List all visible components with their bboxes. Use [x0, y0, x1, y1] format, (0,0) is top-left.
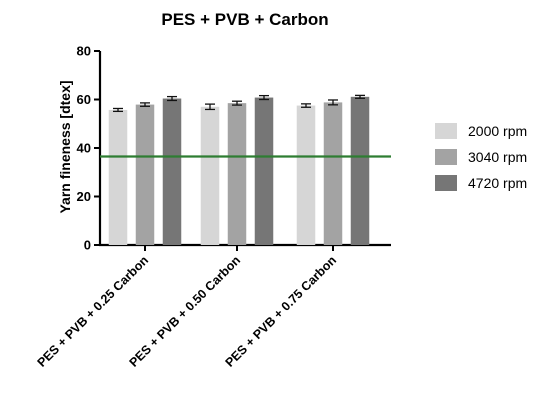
- legend-swatch: [435, 175, 457, 191]
- x-tick-label: PES + PVB + 0.75 Carbon: [223, 253, 340, 370]
- bar: [108, 109, 128, 246]
- bar: [350, 96, 370, 246]
- y-tick-label: 0: [84, 238, 91, 253]
- bar: [227, 103, 247, 245]
- bar: [254, 97, 274, 245]
- legend-label: 2000 rpm: [468, 123, 527, 139]
- chart-title: PES + PVB + Carbon: [161, 10, 328, 29]
- bar: [162, 98, 182, 245]
- bar: [200, 106, 220, 246]
- y-tick-label: 20: [77, 189, 91, 204]
- y-axis-label: Yarn fineness [dtex]: [57, 80, 73, 213]
- legend-label: 3040 rpm: [468, 149, 527, 165]
- legend: 2000 rpm 3040 rpm 4720 rpm: [435, 123, 527, 191]
- legend-swatch: [435, 123, 457, 139]
- y-tick-label: 40: [77, 141, 91, 156]
- bar: [296, 105, 316, 245]
- bar: [135, 104, 155, 245]
- y-tick-label: 80: [77, 44, 91, 59]
- x-tick-label: PES + PVB + 0.50 Carbon: [127, 253, 244, 370]
- bar: [323, 102, 343, 245]
- legend-label: 4720 rpm: [468, 175, 527, 191]
- legend-swatch: [435, 149, 457, 165]
- y-tick-label: 60: [77, 92, 91, 107]
